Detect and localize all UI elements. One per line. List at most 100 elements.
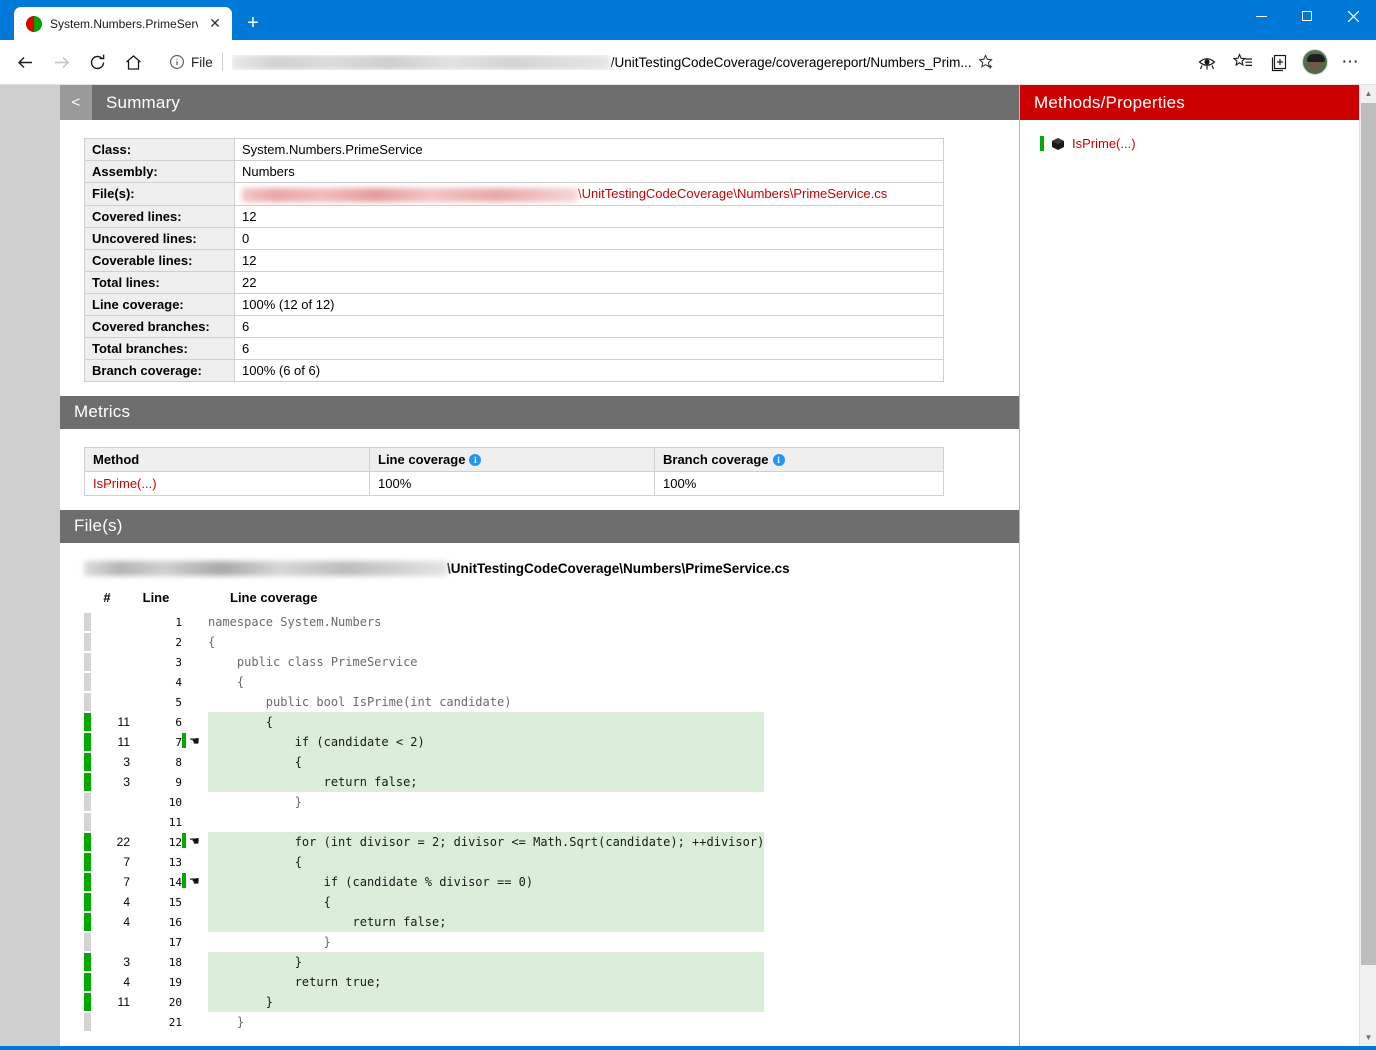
source-code-cell: public class PrimeService	[208, 652, 764, 672]
back-button[interactable]	[8, 45, 42, 79]
source-code-text: public class PrimeService	[208, 655, 418, 669]
minimize-button[interactable]	[1238, 0, 1284, 32]
add-favorite-star-icon[interactable]	[972, 48, 1002, 76]
branch-coverage-icon[interactable]: ☚	[182, 833, 200, 848]
branch-coverage-icon[interactable]: ☚	[182, 873, 200, 888]
table-row: Coverable lines: 12	[84, 248, 944, 272]
covered-indicator	[84, 753, 91, 771]
table-row: Total branches: 6	[84, 336, 944, 360]
uncoverable-indicator	[84, 693, 91, 711]
branch-indicator-cell	[182, 892, 208, 912]
scroll-down-arrow-icon[interactable]: ▼	[1364, 1033, 1373, 1042]
coverage-bar-cell	[84, 692, 92, 712]
source-code-text: public bool IsPrime(int candidate)	[208, 695, 512, 709]
metrics-title: Metrics	[74, 402, 131, 422]
maximize-button[interactable]	[1284, 0, 1330, 32]
column-header-branch	[182, 590, 208, 612]
line-number-cell: 10	[168, 795, 182, 809]
source-code-text: {	[208, 895, 331, 909]
summary-title: Summary	[106, 92, 181, 112]
source-code-text: return false;	[208, 775, 418, 789]
tab-strip: System.Numbers.PrimeService - C ✕ +	[0, 0, 270, 40]
covered-indicator	[84, 993, 91, 1011]
hit-count-cell	[92, 932, 130, 952]
uncoverable-indicator	[84, 1013, 91, 1031]
code-line-row: 3 8 {	[84, 752, 765, 772]
code-line-row: 3 public class PrimeService	[84, 652, 764, 672]
column-header-branch-coverage-label: Branch coverage	[663, 451, 769, 467]
new-tab-button[interactable]: +	[247, 11, 259, 34]
close-tab-icon[interactable]: ✕	[209, 15, 221, 31]
scrollbar-thumb[interactable]	[1361, 103, 1376, 965]
source-code-text: if (candidate < 2)	[208, 735, 425, 749]
branch-indicator-cell	[182, 932, 208, 952]
branch-indicator-cell	[182, 652, 208, 672]
column-header-branch-coverage: Branch coverage i	[654, 446, 944, 472]
scroll-up-arrow-icon[interactable]: ▲	[1364, 89, 1373, 98]
branch-coverage-icon[interactable]: ☚	[182, 733, 200, 748]
info-tooltip-icon[interactable]: i	[772, 453, 785, 466]
method-link[interactable]: IsPrime(...)	[93, 475, 157, 491]
column-header-line-number: Line	[142, 590, 170, 605]
info-icon[interactable]	[169, 54, 185, 70]
hit-count-cell: 22	[116, 835, 130, 849]
window-bottom-edge	[0, 1046, 1376, 1050]
code-line-row: 4 15 {	[84, 892, 765, 912]
source-code-cell: {	[208, 852, 765, 872]
immersive-reader-icon[interactable]	[1190, 45, 1224, 79]
row-value: 12	[234, 248, 944, 272]
row-label: File(s):	[84, 182, 235, 206]
line-number-cell: 20	[168, 995, 182, 1009]
forward-button[interactable]	[44, 45, 78, 79]
covered-indicator	[84, 913, 91, 931]
hit-count-cell	[92, 672, 130, 692]
hit-count-cell	[92, 632, 130, 652]
hit-count-cell: 4	[123, 915, 130, 929]
address-bar[interactable]: File /UnitTestingCodeCoverage/coveragere…	[158, 47, 1182, 77]
source-code-text: }	[208, 955, 302, 969]
method-link[interactable]: IsPrime(...)	[1072, 136, 1136, 151]
methods-properties-panel: Methods/Properties IsPrime(...)	[1019, 85, 1359, 1046]
uncoverable-indicator	[84, 633, 91, 651]
collections-icon[interactable]	[1262, 45, 1296, 79]
profile-avatar[interactable]	[1302, 49, 1328, 75]
close-window-button[interactable]	[1330, 0, 1376, 32]
hit-count-cell: 7	[123, 855, 130, 869]
more-settings-label: ⋯	[1341, 52, 1361, 71]
branch-indicator-cell: ☚	[182, 732, 208, 752]
hit-count-cell	[92, 1012, 130, 1032]
source-code-text: if (candidate % divisor == 0)	[208, 875, 534, 889]
code-line-row: 21 }	[84, 1012, 764, 1032]
coverage-bar-cell	[84, 832, 92, 852]
favorites-list-icon[interactable]	[1226, 45, 1260, 79]
branch-indicator-cell: ☚	[182, 832, 208, 852]
refresh-button[interactable]	[80, 45, 114, 79]
source-code-cell: }	[208, 792, 764, 812]
browser-tab[interactable]: System.Numbers.PrimeService - C ✕	[14, 7, 232, 40]
info-tooltip-icon[interactable]: i	[469, 453, 482, 466]
branch-indicator-cell	[182, 812, 208, 832]
table-row: Class: System.Numbers.PrimeService	[84, 138, 944, 161]
uncoverable-indicator	[84, 673, 91, 691]
coverage-bar-cell	[84, 612, 92, 632]
uncoverable-indicator	[84, 813, 91, 831]
page-scrollbar[interactable]: ▲ ▼	[1359, 85, 1376, 1046]
row-label: Assembly:	[84, 160, 235, 183]
row-value: 100% (6 of 6)	[234, 358, 944, 382]
summary-section-body: Class: System.Numbers.PrimeService Assemb…	[60, 120, 1019, 396]
metrics-table-body: IsPrime(...) 100% 100%	[84, 470, 944, 496]
back-to-index-button[interactable]: <	[60, 85, 92, 120]
row-value: 6	[234, 314, 944, 338]
more-settings-icon[interactable]: ⋯	[1334, 45, 1368, 79]
list-item[interactable]: IsPrime(...)	[1040, 136, 1359, 151]
table-row: Branch coverage: 100% (6 of 6)	[84, 358, 944, 382]
source-code-cell: }	[208, 1012, 764, 1032]
hit-count-cell: 3	[123, 955, 130, 969]
line-number-cell: 3	[175, 655, 182, 669]
home-button[interactable]	[116, 45, 150, 79]
row-label: Class:	[84, 138, 235, 161]
branch-indicator-cell	[182, 772, 208, 792]
source-code-text: for (int divisor = 2; divisor <= Math.Sq…	[208, 835, 765, 849]
table-row: Total lines: 22	[84, 270, 944, 294]
covered-indicator	[84, 973, 91, 991]
